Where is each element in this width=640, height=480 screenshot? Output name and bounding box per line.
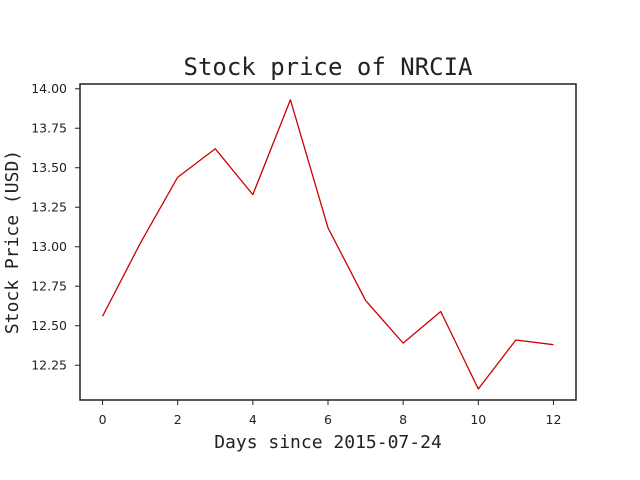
price-line-series-0 [101,99,554,390]
chart-title: Stock price of NRCIA [184,53,474,81]
y-axis-label: Stock Price (USD) [2,150,23,334]
y-tick-label: 13.50 [31,160,67,175]
x-axis-ticks: 0 2 4 6 8 10 12 [99,400,562,427]
y-tick-label: 13.25 [31,200,67,215]
x-tick-label: 10 [470,412,486,427]
x-tick-label: 12 [546,412,562,427]
x-axis-label: Days since 2015-07-24 [214,432,442,453]
y-tick-label: 12.50 [31,318,67,333]
y-tick-label: 14.00 [31,81,67,96]
x-tick-label: 8 [399,412,407,427]
x-tick-label: 6 [324,412,332,427]
x-tick-label: 0 [99,412,107,427]
y-tick-label: 12.25 [31,358,67,373]
y-tick-label: 13.75 [31,121,67,136]
x-tick-label: 4 [249,412,257,427]
y-tick-label: 13.00 [31,239,67,254]
y-tick-label: 12.75 [31,279,67,294]
series-layer [101,99,554,390]
x-tick-label: 2 [174,412,182,427]
y-axis-ticks: 12.25 12.50 12.75 13.00 13.25 13.50 13.75 14.00 [31,81,80,373]
